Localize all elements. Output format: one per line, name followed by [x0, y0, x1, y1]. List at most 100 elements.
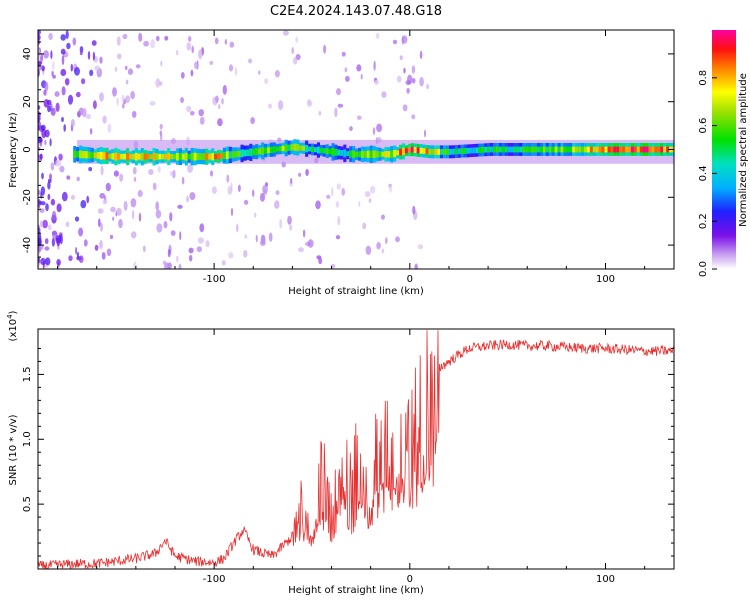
spectrogram-speckle [169, 171, 173, 177]
spectrogram-speckle [344, 67, 348, 73]
spectrogram-speckle [138, 212, 142, 222]
spectrogram-speckle [66, 175, 71, 180]
spectrogram-ridge-core [281, 145, 285, 151]
spectrogram-ridge-core [343, 149, 347, 158]
spectrogram-speckle [282, 30, 289, 36]
spectrogram-ridge-core [193, 152, 197, 161]
spectrogram-ridge-core [269, 146, 273, 154]
spectrogram-speckle [274, 70, 280, 78]
spectrogram-speckle [101, 252, 106, 260]
spectrogram-speckle [337, 103, 344, 108]
spectrogram-speckle [372, 127, 376, 135]
spectrogram-ridge-core [360, 150, 364, 158]
spectrogram-speckle [221, 97, 224, 105]
spectrogram-ridge-core [76, 151, 80, 158]
spectrogram-speckle [228, 64, 234, 72]
spectrogram-ridge-core [316, 146, 320, 154]
spectrogram-speckle [254, 212, 257, 218]
spectrogram-ridge-core [601, 146, 605, 153]
spectrogram-speckle [163, 221, 168, 229]
spectrogram-ridge-core [616, 146, 620, 153]
spectrogram-speckle [45, 257, 51, 266]
spectrogram-speckle [116, 97, 119, 106]
spectrogram-speckle [100, 222, 103, 232]
spectrogram-ridge-core [105, 152, 109, 160]
spectrogram-speckle [156, 35, 160, 42]
spectrogram-speckle [142, 245, 146, 253]
spectrogram-speckle [119, 173, 124, 182]
spectrogram-ridge-core [161, 153, 165, 160]
spectrogram-speckle [61, 117, 64, 122]
colorbar-tick-label: 0.8 [698, 70, 709, 86]
spectrogram-speckle [374, 79, 379, 85]
spectrogram-speckle [188, 247, 194, 254]
spectrogram-ridge-core [428, 148, 432, 155]
spectrogram-ridge-core [123, 153, 127, 160]
spectrogram-speckle [222, 84, 227, 95]
snr-ytick-label: 1.0 [22, 431, 33, 447]
spectrogram-speckle [85, 113, 91, 120]
spectrogram-speckle [381, 214, 385, 220]
spectrogram-speckle [341, 188, 346, 196]
spectrogram-ridge-core [131, 153, 135, 160]
spectrogram-ridge-core [214, 154, 218, 160]
spectrogram-speckle [318, 257, 323, 265]
spectrogram-speckle [59, 234, 63, 245]
spectrogram-speckle [116, 53, 122, 60]
spectrogram-ridge-core [633, 146, 637, 153]
spectrogram-ridge-core [108, 153, 112, 159]
spectrogram-ridge-core [322, 148, 326, 154]
spectrogram-ridge-core [645, 146, 649, 153]
spectrogram-speckle [164, 35, 169, 41]
spectrogram-speckle [187, 164, 194, 173]
spectrogram-speckle [61, 55, 65, 66]
spectrogram-ridge-core [176, 153, 180, 161]
spectrogram-ridge-core [208, 153, 212, 160]
spectrogram-speckle [264, 78, 269, 84]
spectrogram-speckle [194, 61, 198, 69]
spectrogram-ridge-core [231, 151, 235, 158]
spectrogram-ytick-label: -40 [22, 237, 33, 253]
spectrogram-speckle [113, 170, 119, 177]
spectrogram-ridge-core [173, 154, 177, 160]
spectrogram-speckle [38, 61, 42, 66]
spectrogram-speckle [98, 208, 102, 214]
spectrogram-speckle [248, 58, 253, 64]
spectrogram-xtick-label: 0 [407, 274, 413, 285]
spectrogram-speckle [149, 101, 156, 106]
spectrogram-speckle [210, 170, 213, 177]
snr-xtick-label: 100 [596, 574, 615, 585]
spectrogram-ridge-core [155, 153, 159, 161]
spectrogram-ridge-core [249, 148, 253, 157]
spectrogram-speckle [197, 237, 204, 244]
spectrogram-ridge-core [237, 150, 241, 157]
spectrogram-ridge-core [519, 146, 523, 153]
spectrogram-speckle [209, 60, 214, 65]
spectrogram-ridge-core [181, 153, 185, 160]
spectrogram-ridge-core [513, 146, 517, 153]
spectrogram-speckle [60, 34, 66, 41]
spectrogram-ridge-core [228, 151, 232, 159]
spectrogram-ridge-core [349, 150, 353, 158]
spectrogram-speckle [179, 97, 185, 103]
spectrogram-ridge-core [267, 147, 271, 154]
spectrogram-speckle [124, 65, 128, 70]
spectrogram-ridge-core [437, 149, 441, 155]
spectrogram-speckle [99, 239, 103, 250]
spectrogram-ylabel: Frequency (Hz) [8, 112, 19, 188]
spectrogram-ridge-core [272, 146, 276, 153]
spectrogram-speckle [55, 159, 61, 167]
spectrogram-ridge-core [604, 146, 608, 153]
spectrogram-ridge-core [542, 146, 546, 153]
spectrogram-speckle [44, 246, 50, 251]
spectrogram-speckle [98, 218, 101, 228]
spectrogram-ridge-core [190, 152, 194, 161]
spectrogram-speckle [373, 60, 376, 71]
spectrogram-speckle [155, 78, 161, 88]
spectrogram-speckle [365, 245, 372, 255]
spectrogram-speckle [100, 165, 104, 176]
spectrogram-speckle [226, 174, 230, 183]
spectrogram-ridge-core [120, 153, 124, 160]
spectrogram-speckle [40, 220, 43, 228]
spectrogram-speckle [132, 166, 137, 175]
